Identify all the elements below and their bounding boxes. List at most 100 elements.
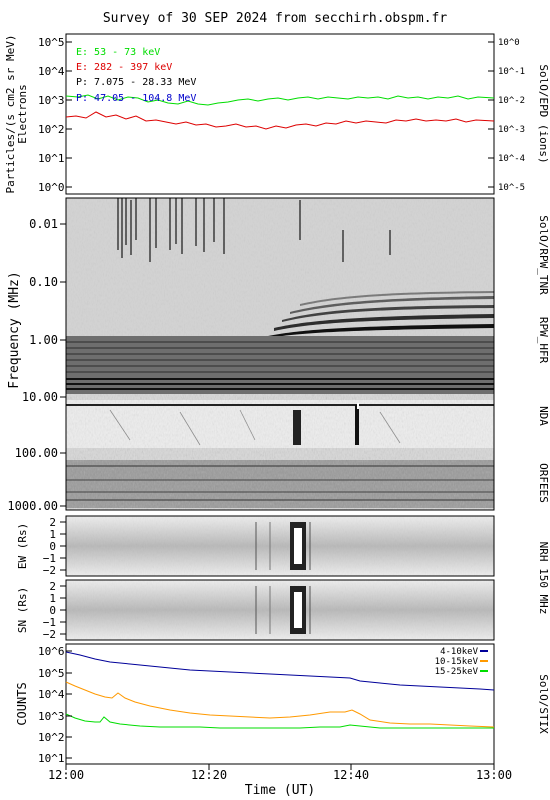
svg-text:10^0: 10^0 [38,181,65,194]
nrh-sn-ylabel: SN (Rs) [16,587,29,633]
panel-stix: 4-10keV 10-15keV 15-25keV 10^1 10^2 10^3… [15,643,550,765]
svg-text:13:00: 13:00 [476,768,512,782]
svg-text:2: 2 [49,580,56,593]
svg-text:1: 1 [49,592,56,605]
svg-text:−2: −2 [43,564,56,577]
stix-series-orange [65,681,495,728]
epd-legend-3: P: 7.075 - 28.33 MeV [76,77,196,88]
nrh-right-label: NRH 150 MHz [537,542,550,615]
svg-text:2: 2 [49,516,56,529]
svg-text:10^1: 10^1 [38,152,65,165]
epd-ytick-2: 10^2 [38,123,72,136]
svg-text:0: 0 [49,604,56,617]
panel-nrh-ew: 2 1 0 −1 −2 EW (Rs) NRH 150 MHz [16,515,550,615]
figure-title: Survey of 30 SEP 2024 from secchirh.obsp… [103,11,448,26]
hfr-band [66,336,494,394]
svg-text:10^2: 10^2 [38,123,65,136]
radio-ylabel: Frequency (MHz) [7,271,22,388]
svg-text:10^6: 10^6 [38,645,65,658]
svg-text:12:00: 12:00 [48,768,84,782]
svg-text:−1: −1 [43,552,56,565]
epd-ytick-0: 10^0 [38,181,72,194]
epd-frame [65,33,495,195]
radio-yticks: 0.01 0.10 1.00 10.00 100.00 1000.00 [7,217,66,513]
svg-text:10^1: 10^1 [38,752,65,765]
svg-text:−1: −1 [43,616,56,629]
xtick-1220: 12:20 [191,764,227,782]
radio-frame [65,197,495,511]
xtick-1200: 12:00 [48,764,84,782]
svg-text:100.00: 100.00 [15,446,58,460]
svg-text:10^3: 10^3 [38,710,65,723]
stix-frame [65,643,495,765]
nrh-ew-burst [255,522,311,570]
tnr-band [66,198,494,336]
svg-text:10^5: 10^5 [38,667,65,680]
svg-text:10^-5: 10^-5 [498,183,525,193]
svg-text:10-15keV: 10-15keV [435,657,479,667]
stix-series-blue [65,651,495,691]
panel-nrh-sn: 2 1 0 −1 −2 SN (Rs) [16,579,495,641]
epd-yticks: 10^0 10^1 10^2 10^3 10^4 10^5 [38,36,72,194]
svg-text:12:20: 12:20 [191,768,227,782]
svg-text:10^-2: 10^-2 [498,96,525,106]
svg-text:10.00: 10.00 [22,390,58,404]
orfees-band [66,460,494,508]
epd-legend-2: E: 282 - 397 keV [76,62,172,73]
stix-yticks: 10^1 10^2 10^3 10^4 10^5 10^6 [38,645,72,765]
epd-ytick-1: 10^1 [38,152,72,165]
epd-ytick-4: 10^4 [38,65,72,78]
nrh-ew-yticks: 2 1 0 −1 −2 [43,516,66,577]
svg-text:10^4: 10^4 [38,688,65,701]
instrument-orfees: ORFEES [537,463,550,503]
svg-text:1.00: 1.00 [29,333,58,347]
nrh-sn-burst [255,586,311,634]
stix-legend: 4-10keV 10-15keV 15-25keV [435,647,488,677]
tnr-bursts [117,198,391,262]
svg-text:10^4: 10^4 [38,65,65,78]
xtick-1240: 12:40 [333,764,369,782]
epd-ytick-3: 10^3 [38,94,72,107]
svg-text:1: 1 [49,528,56,541]
nrh-ew-ylabel: EW (Rs) [16,523,29,569]
xaxis-label: Time (UT) [245,783,315,798]
epd-right-label: SolO/EPD (ions) [537,64,550,163]
stix-right-label: SolO/STIX [537,674,550,734]
epd-ylabel-1: Particles/(s cm2 sr MeV) [4,35,17,194]
svg-text:0.10: 0.10 [29,275,58,289]
svg-text:−2: −2 [43,628,56,641]
nrh-sn-yticks: 2 1 0 −1 −2 [43,580,66,641]
epd-y2ticks: 10^-5 10^-4 10^-3 10^-2 10^-1 10^0 [488,38,525,193]
svg-text:15-25keV: 15-25keV [435,667,479,677]
svg-text:12:40: 12:40 [333,768,369,782]
svg-text:4-10keV: 4-10keV [440,647,479,657]
svg-text:10^-4: 10^-4 [498,154,525,164]
instrument-tnr: SolO/RPW_TNR [537,215,550,295]
epd-ylabel-2: Electrons [16,84,29,144]
panel-epd: E: 53 - 73 keV E: 282 - 397 keV P: 7.075… [4,33,550,195]
svg-text:10^0: 10^0 [498,38,520,48]
instrument-nda: NDA [537,406,550,426]
stix-ylabel: COUNTS [15,682,29,725]
stix-series-green [65,713,494,729]
tnr-drift-lanes [268,291,494,338]
svg-text:10^-3: 10^-3 [498,125,525,135]
time-axis: 12:00 12:20 12:40 13:00 Time (UT) [48,764,512,798]
svg-text:10^-1: 10^-1 [498,67,525,77]
svg-text:0: 0 [49,540,56,553]
epd-ytick-5: 10^5 [38,36,72,49]
epd-series-red [65,111,495,130]
instrument-hfr: RPW_HFR [537,317,550,364]
svg-text:10^5: 10^5 [38,36,65,49]
svg-text:1000.00: 1000.00 [7,499,58,513]
nda-band [66,400,494,448]
epd-legend-1: E: 53 - 73 keV [76,47,160,58]
svg-text:10^2: 10^2 [38,731,65,744]
svg-text:0.01: 0.01 [29,217,58,231]
epd-legend-4: P: 47.05 - 104.8 MeV [76,93,196,104]
panel-radio: 0.01 0.10 1.00 10.00 100.00 1000.00 Freq… [7,197,550,513]
xtick-1300: 13:00 [476,764,512,782]
svg-text:10^3: 10^3 [38,94,65,107]
epd-series-green [65,94,495,106]
